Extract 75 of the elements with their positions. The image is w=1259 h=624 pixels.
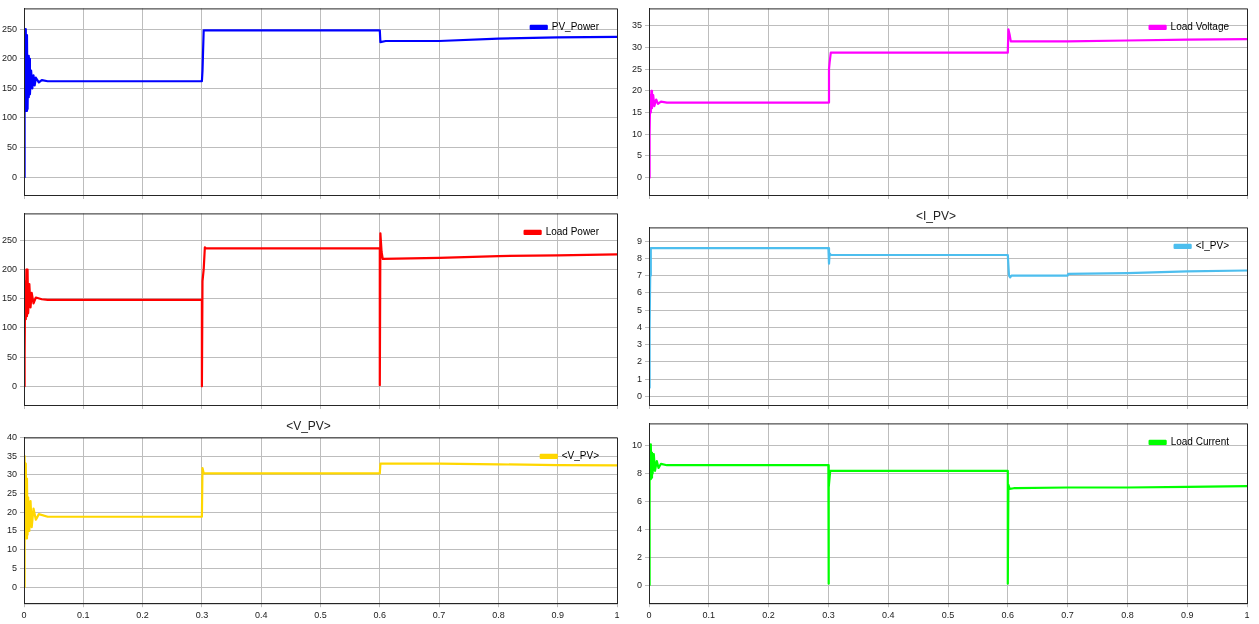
x-tick-label: 0.7 — [432, 610, 446, 621]
y-tick-label: 0 — [636, 579, 642, 590]
y-tick-label: 30 — [631, 41, 642, 52]
x-tick-label: 0.2 — [762, 610, 775, 621]
x-tick-label: 0.3 — [822, 610, 835, 621]
x-tick-label: 0 — [21, 610, 27, 621]
y-tick-label: 6 — [636, 495, 642, 506]
x-tick-label: 0.7 — [1061, 610, 1074, 621]
y-tick-label: 10 — [631, 440, 642, 451]
y-tick-label: 0 — [636, 390, 642, 401]
chart-title: <I_PV> — [915, 208, 957, 223]
y-tick-label: 200 — [1, 53, 17, 64]
x-tick-label: 0.6 — [373, 610, 387, 621]
y-tick-label: 0 — [11, 380, 17, 391]
y-tick-label: 25 — [6, 488, 17, 499]
y-tick-label: 5 — [636, 150, 642, 161]
y-tick-label: 2 — [636, 356, 642, 367]
legend-label: Load Current — [1170, 436, 1230, 448]
x-tick-label: 0.1 — [702, 610, 716, 621]
y-tick-label: 250 — [1, 234, 17, 245]
legend-label: <V_PV> — [561, 450, 600, 462]
x-tick-label: 0.5 — [941, 610, 955, 621]
x-tick-label: 0.8 — [492, 610, 505, 621]
x-tick-label: 0.4 — [881, 610, 895, 621]
legend-label: <I_PV> — [1195, 240, 1230, 252]
x-tick-label: 0 — [646, 610, 652, 621]
y-tick-label: 9 — [636, 235, 642, 246]
x-tick-label: 0.8 — [1121, 610, 1134, 621]
y-tick-label: 100 — [1, 322, 17, 333]
y-tick-label: 150 — [1, 293, 17, 304]
x-tick-label: 1 — [614, 610, 620, 621]
y-tick-label: 25 — [631, 63, 642, 74]
y-tick-label: 200 — [1, 263, 17, 274]
y-tick-label: 8 — [636, 252, 642, 263]
y-tick-label: 15 — [631, 107, 642, 118]
y-tick-label: 0 — [11, 581, 17, 592]
x-tick-label: 0.4 — [254, 610, 268, 621]
y-tick-label: 0 — [11, 171, 17, 182]
y-tick-label: 4 — [636, 523, 642, 534]
y-tick-label: 10 — [6, 544, 17, 555]
y-tick-label: 50 — [6, 351, 17, 362]
x-tick-label: 0.5 — [314, 610, 327, 621]
x-tick-label: 0.2 — [136, 610, 149, 621]
y-tick-label: 0 — [636, 172, 642, 183]
x-tick-label: 0.9 — [551, 610, 564, 621]
y-tick-label: 20 — [6, 506, 17, 517]
x-tick-label: 0.9 — [1180, 610, 1194, 621]
y-tick-label: 150 — [1, 82, 17, 93]
chart-title: <V_PV> — [286, 418, 331, 433]
y-tick-label: 8 — [636, 468, 642, 479]
y-tick-label: 35 — [6, 450, 17, 461]
y-tick-label: 15 — [6, 525, 17, 536]
y-tick-label: 2 — [636, 551, 642, 562]
y-tick-label: 5 — [636, 304, 642, 315]
y-tick-label: 250 — [1, 23, 17, 34]
y-tick-label: 5 — [11, 562, 17, 573]
y-tick-label: 30 — [6, 469, 17, 480]
y-tick-label: 20 — [631, 85, 642, 96]
y-tick-label: 35 — [631, 20, 642, 31]
y-tick-label: 6 — [636, 287, 642, 298]
y-tick-label: 4 — [636, 321, 642, 332]
y-tick-label: 100 — [1, 112, 17, 123]
x-tick-label: 0.3 — [195, 610, 209, 621]
y-tick-label: 1 — [636, 373, 642, 384]
y-tick-label: 50 — [6, 142, 17, 153]
y-tick-label: 7 — [636, 270, 642, 281]
y-tick-label: 3 — [636, 339, 642, 350]
y-tick-label: 40 — [6, 431, 17, 442]
x-tick-label: 0.1 — [77, 610, 90, 621]
legend-label: PV_Power — [551, 21, 600, 33]
y-tick-label: 10 — [631, 128, 642, 139]
legend-label: Load Voltage — [1170, 21, 1230, 33]
legend-label: Load Power — [545, 226, 600, 238]
x-tick-label: 0.6 — [1001, 610, 1015, 621]
x-tick-label: 1 — [1244, 610, 1250, 621]
